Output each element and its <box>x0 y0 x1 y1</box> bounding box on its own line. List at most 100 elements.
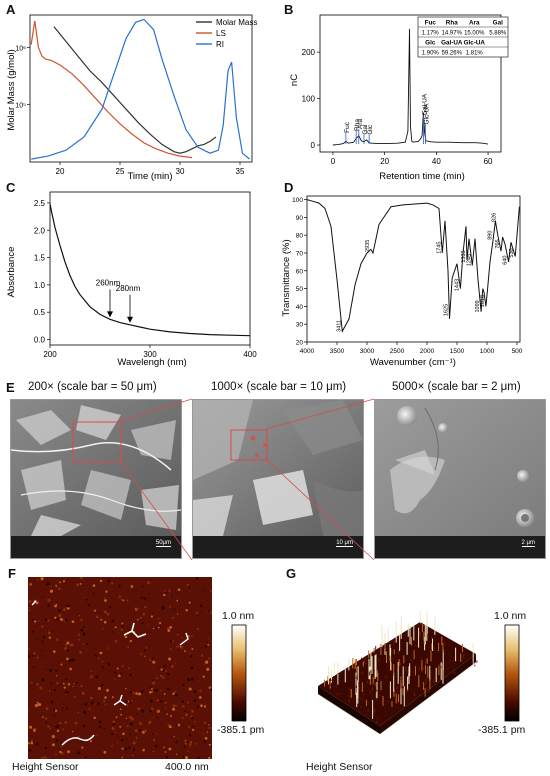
chart-b-table-cell-0-1: Rha <box>446 20 458 27</box>
panel-label-d: D <box>284 180 294 195</box>
chart-d-peak-label-13: 530 <box>509 248 515 257</box>
chart-b-annotation-0: Fuc <box>344 121 351 133</box>
chart-d-peak-label-4: 1443 <box>454 279 460 291</box>
chart-d-ytick-label-6: 80 <box>296 233 304 240</box>
chart-d-xtick-label-3: 2500 <box>390 348 405 355</box>
afm-f-max: 1.0 nm <box>222 610 255 622</box>
afm-colorbar-g <box>504 624 520 722</box>
afm-height-map-3d <box>317 610 478 735</box>
chart-d-plot: 4000 3500 3000 2500 2000 1500 1000 500 20 30 40 50 6… <box>292 195 523 355</box>
chart-d-peak-label-12: 640 <box>503 256 509 265</box>
chart-b-annotation-5: Gal-UA <box>421 93 428 115</box>
sem-databar-5000x: 2 μm <box>375 536 545 558</box>
panel-label-c: C <box>6 180 16 195</box>
chart-b-table-cell-3-0: 1.90% <box>422 51 440 57</box>
chart-c-annotation-0: 260nm <box>96 278 121 287</box>
chart-d-ylabel: Transmittance (%) <box>281 239 292 316</box>
chart-d-peak-label-2: 1745 <box>436 242 442 254</box>
chart-d-peak-label-1: 2935 <box>365 240 371 252</box>
chart-a-frame <box>29 14 253 163</box>
chart-b-annotation-4: Glc <box>367 124 374 135</box>
chart-a-legend-label-1: LS <box>216 29 226 38</box>
chart-c-ytick-label-4: 2.0 <box>34 226 46 235</box>
chart-c-frame <box>49 191 251 346</box>
chart-d-ytick-label-4: 60 <box>296 268 304 275</box>
chart-b-xtick-label-1: 20 <box>380 157 389 166</box>
sem-zoom-lines <box>119 398 375 561</box>
chart-d-ytick-label-1: 30 <box>296 322 304 329</box>
chart-b-series-0 <box>332 28 489 146</box>
sem-texture-5000x <box>375 400 545 536</box>
chart-a-xtick-label-3: 35 <box>236 167 245 176</box>
chart-d-ytick-label-8: 100 <box>292 197 303 204</box>
chart-d-peak-label-3: 1625 <box>444 304 450 316</box>
afm-g-min: -385.1 pm <box>478 724 526 736</box>
chart-b-ytick-label-2: 200 <box>302 48 316 57</box>
chart-b-table-cell-2-0: Glc <box>425 40 436 47</box>
chart-d-xtick-label-6: 1000 <box>480 348 495 355</box>
chart-a-series-0 <box>53 26 217 154</box>
chart-b-xlabel: Retention time (min) <box>379 171 465 182</box>
afm-g-max: 1.0 nm <box>494 610 527 622</box>
sem-image-5000x: 2 μm <box>374 399 546 559</box>
chart-b-annotation-6: Glc-UA <box>423 103 430 125</box>
chart-c-annotation-1: 280nm <box>116 284 141 293</box>
sem-title-200x: 200× (scale bar = 50 μm) <box>28 381 157 393</box>
sem-scalebar-200x: 50μm <box>155 540 171 547</box>
chart-c-xlabel: Wavelengh (nm) <box>117 357 186 368</box>
chart-d-ytick-label-2: 40 <box>296 304 304 311</box>
chart-b-annotation-3: Gal <box>362 124 369 135</box>
afm-g-caption: Height Sensor <box>306 761 373 773</box>
chart-d-frame <box>306 195 521 343</box>
chart-a-series-1 <box>30 20 193 159</box>
sem-texture-1000x <box>193 400 363 536</box>
afm-colorbar-f <box>231 624 247 722</box>
chart-b-xtick-label-0: 0 <box>331 157 336 166</box>
sem-title-1000x: 1000× (scale bar = 10 μm) <box>211 381 347 393</box>
chart-d-peak-label-9: 890 <box>488 231 494 240</box>
chart-d-peak-label-0: 3411 <box>336 320 342 332</box>
chart-b-table-cell-0-2: Ara <box>469 20 480 27</box>
sem-scalebar-5000x: 2 μm <box>521 540 535 547</box>
chart-d-xtick-label-4: 2000 <box>420 348 435 355</box>
chart-c-xtick-label-2: 400 <box>243 350 257 359</box>
afm-height-map-2d <box>28 577 212 759</box>
afm-f-caption: Height Sensor <box>12 761 79 773</box>
sem-scalebar-1000x: 10 μm <box>336 540 353 547</box>
chart-d-series-0 <box>306 199 520 333</box>
chart-c-ytick-label-1: 0.5 <box>34 308 46 317</box>
chart-b-table-cell-3-1: 59.26% <box>442 51 463 57</box>
panel-label-f: F <box>8 566 16 581</box>
chart-d-xtick-label-7: 500 <box>512 348 523 355</box>
chart-c-xtick-label-1: 300 <box>143 350 157 359</box>
panel-label-g: G <box>286 566 297 581</box>
chart-b-table-cell-1-1: 14.97% <box>442 31 463 37</box>
chart-d-ytick-label-7: 90 <box>296 215 304 222</box>
panel-label-e: E <box>6 380 15 395</box>
chart-a-xlabel: Time (min) <box>127 171 172 182</box>
sem-title-5000x: 5000× (scale bar = 2 μm) <box>392 381 521 393</box>
chart-b-annotation-1: Rha <box>354 119 361 131</box>
chart-c-ytick-label-0: 0.0 <box>34 336 46 345</box>
sem-databar-200x: 50μm <box>11 536 181 558</box>
panel-label-a: A <box>6 2 16 17</box>
chart-d-peak-label-5: 1333 <box>461 250 467 262</box>
chart-b-table-cell-1-0: 1.17% <box>422 31 440 37</box>
chart-b-table-cell-0-0: Fuc <box>425 20 437 27</box>
chart-d-xtick-label-1: 3500 <box>330 348 345 355</box>
chart-c-arrowhead-0 <box>107 311 113 318</box>
chart-a-xtick-label-0: 20 <box>56 167 65 176</box>
chart-d-ytick-label-3: 50 <box>296 286 304 293</box>
chart-a-xtick-label-2: 30 <box>176 167 185 176</box>
chart-c-ytick-label-2: 1.0 <box>34 281 46 290</box>
chart-b-ytick-label-0: 0 <box>311 141 316 150</box>
chart-d-xlabel: Wavenumber (cm⁻¹) <box>370 357 456 368</box>
chart-c-ytick-label-5: 2.5 <box>34 199 46 208</box>
afm-f-scale: 400.0 nm <box>165 761 209 773</box>
chart-a-legend-label-0: Molar Mass <box>216 18 257 27</box>
